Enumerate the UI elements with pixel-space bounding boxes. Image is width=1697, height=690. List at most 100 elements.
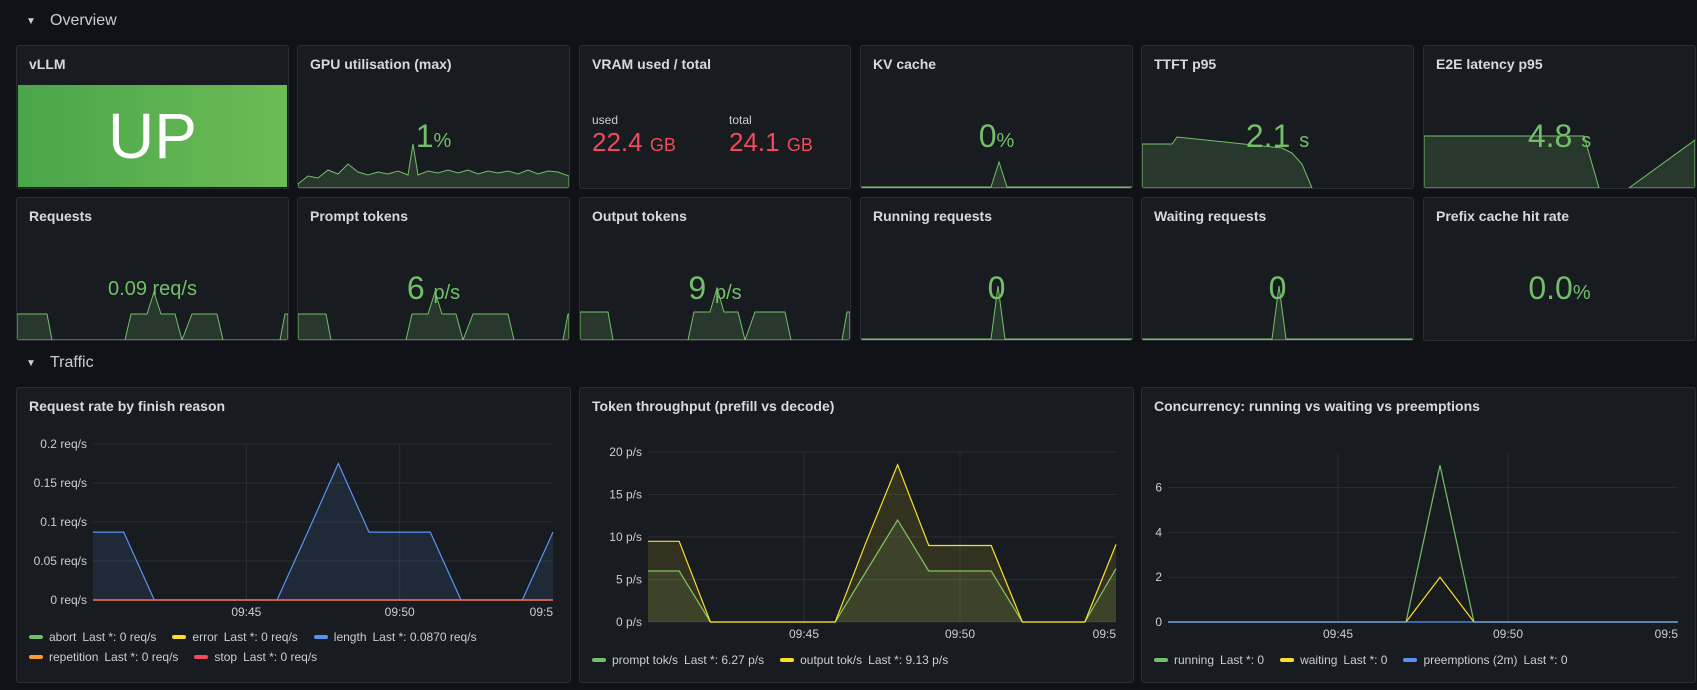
chart-request-rate[interactable]: 0 req/s 0.05 req/s 0.1 req/s 0.15 req/s 0.2 … bbox=[17, 388, 570, 682]
panel-output-tokens[interactable]: Output tokens 9 p/s bbox=[579, 197, 851, 341]
legend-item[interactable]: waiting Last *: 0 bbox=[1280, 653, 1387, 667]
panel-title: Requests bbox=[29, 208, 93, 224]
value-number: 0.0 bbox=[1528, 270, 1573, 306]
panel-request-rate[interactable]: Request rate by finish reason 0 req/s 0.0… bbox=[16, 387, 571, 683]
legend-series-name: repetition bbox=[49, 650, 99, 664]
legend-last-value: Last *: 0 bbox=[1523, 653, 1568, 667]
panel-title: TTFT p95 bbox=[1154, 56, 1217, 72]
panel-running-requests[interactable]: Running requests 0 bbox=[860, 197, 1133, 341]
stat-value: 0% bbox=[861, 118, 1132, 155]
legend-item[interactable]: output tok/s Last *: 9.13 p/s bbox=[780, 653, 948, 667]
row-header-traffic[interactable]: ▼ Traffic bbox=[22, 349, 94, 377]
panel-e2e[interactable]: E2E latency p95 4.8 s bbox=[1423, 45, 1696, 189]
stat-value: 2.1 s bbox=[1142, 118, 1413, 155]
value-unit: % bbox=[996, 130, 1015, 152]
panel-requests[interactable]: Requests 0.09 req/s bbox=[16, 197, 289, 341]
panel-title: Concurrency: running vs waiting vs preem… bbox=[1154, 398, 1480, 414]
series-area-prompt-tok-s bbox=[648, 520, 1116, 622]
stat-value: 1% bbox=[298, 118, 569, 155]
legend-last-value: Last *: 0 bbox=[1343, 653, 1388, 667]
panel-gpu[interactable]: GPU utilisation (max) 1% bbox=[297, 45, 570, 189]
x-tick-label: 09:50 bbox=[945, 627, 975, 641]
chart-token-throughput[interactable]: 0 p/s 5 p/s 10 p/s 15 p/s 20 p/s 09:45 09:50 09… bbox=[580, 388, 1133, 682]
legend-item[interactable]: preemptions (2m) Last *: 0 bbox=[1403, 653, 1568, 667]
legend-item[interactable]: length Last *: 0.0870 req/s bbox=[313, 630, 477, 644]
x-tick-label: 09:50 bbox=[1493, 627, 1523, 641]
y-tick-label: 0.15 req/s bbox=[34, 476, 87, 490]
chevron-down-icon[interactable]: ▼ bbox=[26, 15, 36, 27]
x-tick-label: 09:45 bbox=[1323, 627, 1353, 641]
legend-swatch bbox=[592, 658, 606, 662]
legend-last-value: Last *: 0 req/s bbox=[223, 630, 298, 644]
y-tick-label: 0 req/s bbox=[50, 593, 87, 607]
legend-swatch bbox=[29, 655, 43, 659]
stat-value: 0 bbox=[1268, 270, 1287, 306]
panel-token-throughput[interactable]: Token throughput (prefill vs decode) 0 p… bbox=[579, 387, 1134, 683]
panel-title: Waiting requests bbox=[1154, 208, 1267, 224]
panel-kv-cache[interactable]: KV cache 0% bbox=[860, 45, 1133, 189]
panel-title: Prompt tokens bbox=[310, 208, 409, 224]
legend-series-name: prompt tok/s bbox=[612, 653, 679, 667]
panel-vram[interactable]: VRAM used / total used 22.4 GB total 24.… bbox=[579, 45, 851, 189]
panel-concurrency[interactable]: Concurrency: running vs waiting vs preem… bbox=[1141, 387, 1696, 683]
legend-swatch bbox=[194, 655, 209, 659]
vram-total-number: 24.1 bbox=[729, 127, 780, 157]
value-unit: p/s bbox=[715, 282, 742, 304]
panel-waiting-requests[interactable]: Waiting requests 0 bbox=[1141, 197, 1414, 341]
legend-item[interactable]: running Last *: 0 bbox=[1154, 653, 1264, 667]
x-tick-label: 09:5 bbox=[1093, 627, 1117, 641]
row-title-overview: Overview bbox=[50, 12, 117, 29]
chart-legend: prompt tok/s Last *: 6.27 p/s output tok/s… bbox=[592, 653, 1122, 667]
y-tick-label: 0 p/s bbox=[616, 615, 642, 629]
sparkline bbox=[1142, 136, 1313, 188]
legend-item[interactable]: error Last *: 0 req/s bbox=[172, 630, 298, 644]
legend-item[interactable]: stop Last *: 0 req/s bbox=[194, 650, 317, 664]
chart-legend: running Last *: 0 waiting Last *: 0 preempti… bbox=[1154, 653, 1684, 667]
legend-last-value: Last *: 6.27 p/s bbox=[684, 653, 765, 667]
vram-total-label: total bbox=[729, 113, 752, 127]
value-number: 4.8 bbox=[1527, 118, 1573, 154]
vram-total-value: 24.1 GB bbox=[729, 127, 813, 160]
legend-last-value: Last *: 0 req/s bbox=[243, 650, 318, 664]
legend-swatch bbox=[313, 635, 328, 639]
sparkline bbox=[580, 286, 850, 340]
stat-value: 0.09 req/s bbox=[108, 278, 197, 300]
sparkline bbox=[17, 290, 288, 340]
value-number: 9 bbox=[688, 270, 707, 306]
chart-legend: abort Last *: 0 req/s error Last *: 0 req/s… bbox=[29, 630, 559, 664]
chevron-down-icon[interactable]: ▼ bbox=[26, 357, 36, 369]
row-title-traffic: Traffic bbox=[50, 354, 94, 371]
value-number: 0 bbox=[978, 118, 997, 154]
vram-total-unit: GB bbox=[786, 135, 813, 155]
value-number: 1 bbox=[415, 118, 434, 154]
panel-ttft[interactable]: TTFT p95 2.1 s bbox=[1141, 45, 1414, 189]
panel-prefix-cache[interactable]: Prefix cache hit rate 0.0% bbox=[1423, 197, 1696, 341]
chart-concurrency[interactable]: 0 2 4 6 09:45 09:50 09:5 bbox=[1142, 388, 1695, 682]
y-tick-label: 6 bbox=[1155, 481, 1162, 495]
legend-last-value: Last *: 0 req/s bbox=[82, 630, 157, 644]
series-area-output-tok-s bbox=[648, 464, 1116, 622]
legend-item[interactable]: repetition Last *: 0 req/s bbox=[29, 650, 178, 664]
legend-item[interactable]: abort Last *: 0 req/s bbox=[29, 630, 156, 644]
vram-used-number: 22.4 bbox=[592, 127, 643, 157]
panel-title: vLLM bbox=[29, 56, 66, 72]
x-tick-label: 09:50 bbox=[385, 605, 415, 619]
y-tick-label: 2 bbox=[1155, 570, 1162, 584]
row-header-overview[interactable]: ▼ Overview bbox=[22, 7, 117, 35]
panel-title: Output tokens bbox=[592, 208, 687, 224]
panel-vllm[interactable]: vLLM UP bbox=[16, 45, 289, 189]
vram-used-label: used bbox=[592, 113, 619, 127]
legend-swatch bbox=[1403, 658, 1418, 662]
y-tick-label: 0.2 req/s bbox=[40, 437, 87, 451]
x-tick-label: 09:5 bbox=[1655, 627, 1679, 641]
series-line-output-tok-s bbox=[648, 463, 1117, 623]
value-unit: s bbox=[1299, 130, 1310, 152]
legend-series-name: preemptions (2m) bbox=[1423, 653, 1518, 667]
legend-series-name: running bbox=[1174, 653, 1215, 667]
stat-value: 4.8 s bbox=[1424, 118, 1695, 155]
stat-value: 0 bbox=[987, 270, 1006, 306]
panel-prompt-tokens[interactable]: Prompt tokens 6 p/s bbox=[297, 197, 570, 341]
legend-last-value: Last *: 0 req/s bbox=[104, 650, 179, 664]
series-line-running bbox=[1168, 465, 1678, 623]
legend-item[interactable]: prompt tok/s Last *: 6.27 p/s bbox=[592, 653, 764, 667]
